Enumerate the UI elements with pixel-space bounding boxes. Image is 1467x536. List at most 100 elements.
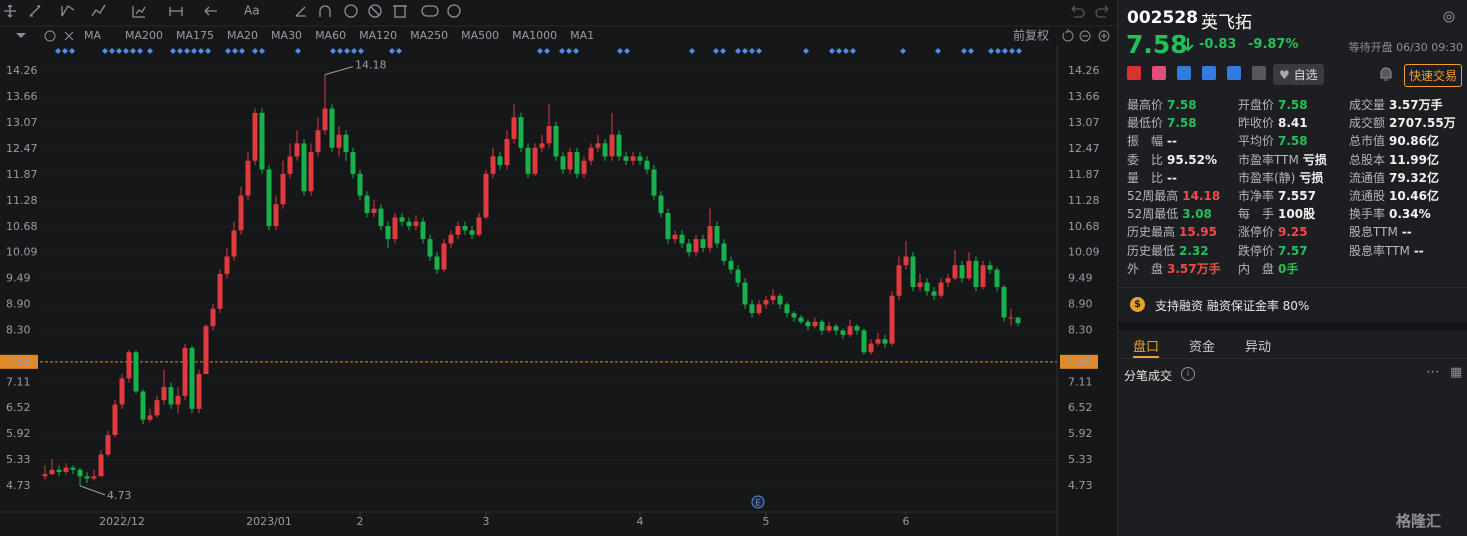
- stat-item: 委 比 95.52%: [1127, 151, 1217, 168]
- y-tick-label-right: 7.11: [1068, 375, 1093, 388]
- event-marker: [544, 48, 550, 54]
- candle-body: [301, 143, 307, 192]
- y-tick-label: 8.30: [6, 324, 31, 337]
- candle-body: [721, 243, 727, 261]
- candle-body: [357, 173, 363, 196]
- event-marker: [843, 48, 849, 54]
- event-marker: [935, 48, 941, 54]
- event-marker: [735, 48, 741, 54]
- event-marker[interactable]: [751, 495, 765, 509]
- candle-body: [833, 326, 839, 331]
- divider: [1118, 322, 1467, 330]
- stat-label: 成交额: [1349, 116, 1386, 131]
- candle-body: [140, 391, 146, 420]
- candle-body: [91, 476, 97, 479]
- candle-body: [1001, 286, 1007, 318]
- stock-name: 英飞拓: [1201, 13, 1252, 33]
- candle-body: [392, 217, 398, 240]
- stat-value: --: [1401, 225, 1412, 240]
- stat-value: 3.57万手: [1389, 98, 1443, 112]
- market-status: 等待开盘 06/30 09:30: [1348, 41, 1463, 54]
- candle-body: [553, 125, 559, 157]
- stat-label: 平均价: [1238, 134, 1275, 149]
- stat-item: 市盈率(静) 亏损: [1238, 169, 1323, 186]
- stat-label: 历史最低: [1127, 243, 1176, 258]
- badge[interactable]: [1252, 66, 1266, 80]
- candle-body: [623, 156, 629, 161]
- candle-body: [644, 160, 650, 170]
- quote-panel: 002528 英飞拓 7.58 -0.83 -9.87% 等待开盘 06/30 …: [1117, 0, 1467, 536]
- candle-body: [742, 282, 748, 305]
- badge[interactable]: [1177, 66, 1191, 80]
- candle-body: [777, 295, 783, 305]
- candle-body: [182, 347, 188, 396]
- event-marker: [116, 48, 122, 54]
- candle-body: [252, 112, 258, 161]
- event-marker: [109, 48, 115, 54]
- candle-body: [812, 321, 818, 327]
- ma-legend-item: MA250: [410, 29, 448, 42]
- y-tick-label: 4.73: [6, 479, 31, 492]
- stat-item: 外 盘 3.57万手: [1127, 260, 1221, 277]
- settings-icon[interactable]: [1441, 9, 1457, 25]
- y-tick-label: 12.47: [6, 142, 38, 155]
- grid-icon[interactable]: ▦: [1450, 365, 1463, 380]
- event-marker: [198, 48, 204, 54]
- plus-icon[interactable]: [1098, 30, 1110, 42]
- ma-legend-item: MA1000: [512, 29, 557, 42]
- settings-icon[interactable]: [44, 30, 56, 42]
- close-icon[interactable]: [64, 31, 74, 41]
- low-annotation: 4.73: [107, 489, 132, 502]
- event-marker: [566, 48, 572, 54]
- text-tool[interactable]: Aa: [244, 4, 260, 18]
- reset-icon[interactable]: [1062, 29, 1074, 42]
- quick-trade-button[interactable]: 快速交易: [1404, 64, 1463, 87]
- y-tick-label: 8.90: [6, 297, 31, 310]
- toolbar-icons[interactable]: [4, 4, 1109, 18]
- candle-body: [882, 339, 888, 344]
- candle-body: [308, 152, 314, 192]
- tab[interactable]: 异动: [1245, 340, 1272, 355]
- stat-label: 量 比: [1127, 170, 1164, 185]
- candle-body: [868, 343, 874, 353]
- candle-body: [469, 230, 475, 235]
- badge[interactable]: [1152, 66, 1166, 80]
- y-tick-label: 7.11: [6, 375, 31, 388]
- candle-body: [154, 400, 160, 416]
- stat-item: 成交额 2707.55万: [1349, 114, 1456, 131]
- more-icon[interactable]: ⋯: [1426, 364, 1440, 380]
- minus-icon[interactable]: [1079, 30, 1091, 42]
- stat-label: 涨停价: [1238, 225, 1275, 240]
- candle-body: [952, 265, 958, 279]
- stat-value: 3.08: [1182, 207, 1212, 222]
- event-marker: [225, 48, 231, 54]
- y-tick-label-right: 13.07: [1068, 116, 1100, 129]
- candle-body: [70, 467, 76, 470]
- event-marker: [559, 48, 565, 54]
- stat-item: 开盘价 7.58: [1238, 96, 1308, 113]
- candle-body: [259, 112, 265, 170]
- event-marker: [829, 48, 835, 54]
- y-tick-label-right: 11.28: [1068, 194, 1100, 207]
- adjust-toggle[interactable]: 前复权: [1013, 28, 1049, 43]
- badge[interactable]: [1127, 66, 1141, 80]
- alert-icon[interactable]: [1378, 65, 1394, 83]
- candle-body: [238, 195, 244, 231]
- event-marker: [232, 48, 238, 54]
- y-tick-label: 5.33: [6, 453, 31, 466]
- info-icon[interactable]: i: [1181, 367, 1195, 381]
- y-tick-label: 13.66: [6, 90, 38, 103]
- badge[interactable]: [1202, 66, 1216, 80]
- stat-item: 每 手 100股: [1238, 205, 1315, 222]
- ma-label: MA: [84, 29, 101, 42]
- candle-body: [532, 147, 538, 174]
- y-tick-label-right: 10.09: [1068, 246, 1100, 259]
- tab[interactable]: 盘口: [1133, 340, 1160, 355]
- watch-button[interactable]: ♥ 自选: [1273, 64, 1324, 85]
- tab[interactable]: 资金: [1189, 340, 1216, 355]
- y-tick-label: 10.68: [6, 220, 38, 233]
- stat-item: 涨停价 9.25: [1238, 223, 1308, 240]
- high-leader: [324, 66, 354, 76]
- badge[interactable]: [1227, 66, 1241, 80]
- collapse-icon[interactable]: [16, 33, 26, 38]
